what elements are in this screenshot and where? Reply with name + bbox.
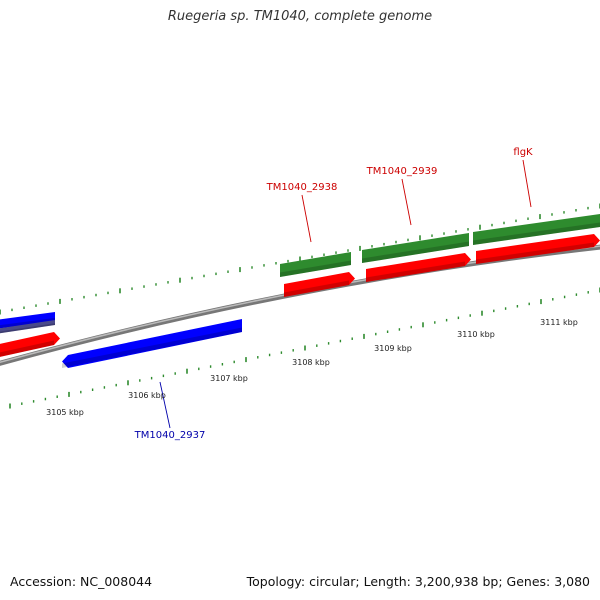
axis-label-3107: 3107 kbp (210, 374, 248, 383)
feature-label-tm1040-2937[interactable]: TM1040_2937 (134, 430, 206, 441)
reverse-gene-left[interactable] (0, 312, 55, 329)
reverse-cds-left-shade (0, 323, 55, 334)
axis-labels: 3105 kbp 3106 kbp 3107 kbp 3108 kbp 3109 kbp… (46, 318, 578, 417)
axis-label-3106: 3106 kbp (128, 391, 166, 400)
axis-label-3111: 3111 kbp (540, 318, 578, 327)
reverse-gene-left-shade (0, 317, 55, 329)
inner-tick-row (9, 287, 600, 409)
cds-flgk-shade (473, 222, 600, 245)
cds-tm1040-2938-shade (280, 260, 351, 277)
axis-label-3109: 3109 kbp (374, 344, 412, 353)
feature-label-tm1040-2939[interactable]: TM1040_2939 (366, 166, 438, 177)
feature-labels: TM1040_2937 TM1040_2938 TM1040_2939 flgK (134, 147, 533, 441)
map-title: Ruegeria sp. TM1040, complete genome (167, 9, 433, 24)
leader-line-tm1040-2937 (159, 381, 171, 429)
leader-line-tm1040-2938 (301, 194, 312, 243)
reverse-cds-left[interactable] (0, 320, 55, 334)
feature-label-tm1040-2938[interactable]: TM1040_2938 (266, 182, 338, 193)
accession-label: Accession: NC_008044 (10, 574, 153, 589)
gene-tm1040-2938-shade (284, 280, 349, 297)
gene-tm1040-2937[interactable] (62, 319, 242, 368)
cds-tm1040-2938[interactable] (280, 252, 351, 277)
forward-gene-left[interactable] (0, 332, 60, 358)
gene-tm1040-2938[interactable] (284, 272, 355, 297)
leader-line-tm1040-2939 (401, 178, 412, 226)
gene-flgk-shade (476, 242, 594, 264)
cds-tm1040-2939[interactable] (362, 233, 469, 263)
gene-tm1040-2939[interactable] (366, 253, 471, 282)
cds-tm1040-2939-shade (362, 241, 469, 263)
forward-gene-left-shade (0, 340, 54, 357)
axis-label-3105: 3105 kbp (46, 408, 84, 417)
genome-summary: Topology: circular; Length: 3,200,938 bp… (246, 574, 590, 589)
outer-tick-row (0, 203, 600, 315)
tick-marks (0, 203, 600, 409)
feature-tracks (0, 214, 600, 368)
gene-tm1040-2937-shade (62, 327, 242, 368)
gene-tm1040-2939-shade (366, 261, 465, 282)
cds-flgk[interactable] (473, 214, 600, 245)
leader-line-flgk (522, 159, 532, 208)
axis-label-3110: 3110 kbp (457, 330, 495, 339)
feature-label-flgk[interactable]: flgK (513, 147, 533, 158)
gene-flgk[interactable] (476, 234, 600, 264)
axis-label-3108: 3108 kbp (292, 358, 330, 367)
